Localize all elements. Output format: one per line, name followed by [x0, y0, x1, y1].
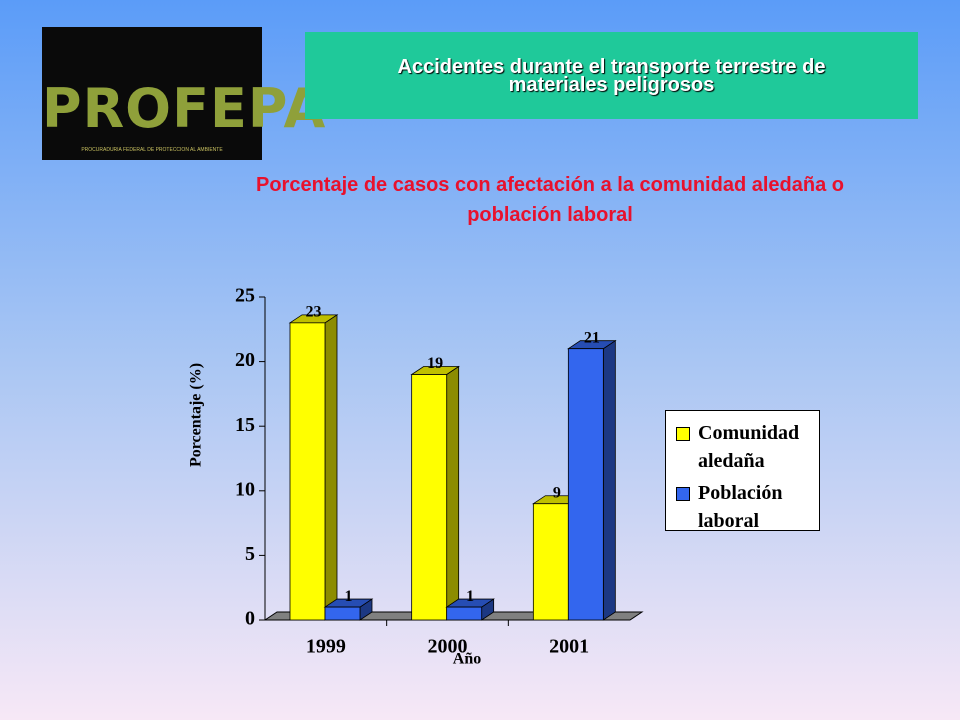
legend-swatch — [676, 427, 690, 441]
legend-item: Población laboral — [676, 479, 809, 535]
y-tick-label: 10 — [235, 478, 255, 500]
x-tick-label: 2001 — [549, 636, 589, 658]
y-tick-label: 5 — [245, 543, 255, 565]
bar — [324, 606, 361, 621]
y-axis-label: Porcentaje (%) — [188, 363, 205, 467]
bar — [411, 374, 448, 621]
data-label: 23 — [306, 304, 322, 321]
data-label: 1 — [345, 588, 353, 605]
y-tick-label: 15 — [235, 414, 255, 436]
x-tick-label: 2000 — [428, 636, 468, 658]
legend-swatch — [676, 487, 690, 501]
header-title: Accidentes durante el transporte terrest… — [397, 55, 826, 96]
bar — [446, 606, 483, 621]
bar-side — [324, 314, 338, 621]
x-tick-label: 1999 — [306, 636, 346, 658]
y-tick-label: 25 — [235, 285, 255, 307]
bar-side — [446, 365, 460, 621]
bar-side — [602, 339, 616, 621]
header-box: Accidentes durante el transporte terrest… — [305, 32, 918, 119]
legend-item: Comunidad aledaña — [676, 419, 809, 475]
y-tick-label: 20 — [235, 349, 255, 371]
data-label: 1 — [466, 588, 474, 605]
legend-label: Comunidad aledaña — [698, 422, 800, 472]
bar — [567, 348, 604, 621]
legend-label: Población laboral — [698, 482, 783, 532]
data-label: 21 — [584, 329, 600, 346]
chart-title: Porcentaje de casos con afectación a la … — [256, 174, 844, 226]
y-tick-label: 0 — [245, 608, 255, 630]
bar — [289, 322, 326, 621]
x-axis-label: Año — [453, 651, 481, 668]
bar — [532, 503, 569, 621]
data-label: 9 — [553, 484, 561, 501]
logo-subtitle: PROCURADURIA FEDERAL DE PROTECCION AL AM… — [81, 147, 223, 153]
data-label: 19 — [427, 355, 443, 372]
legend: Comunidad aledaña Población laboral — [665, 410, 820, 532]
